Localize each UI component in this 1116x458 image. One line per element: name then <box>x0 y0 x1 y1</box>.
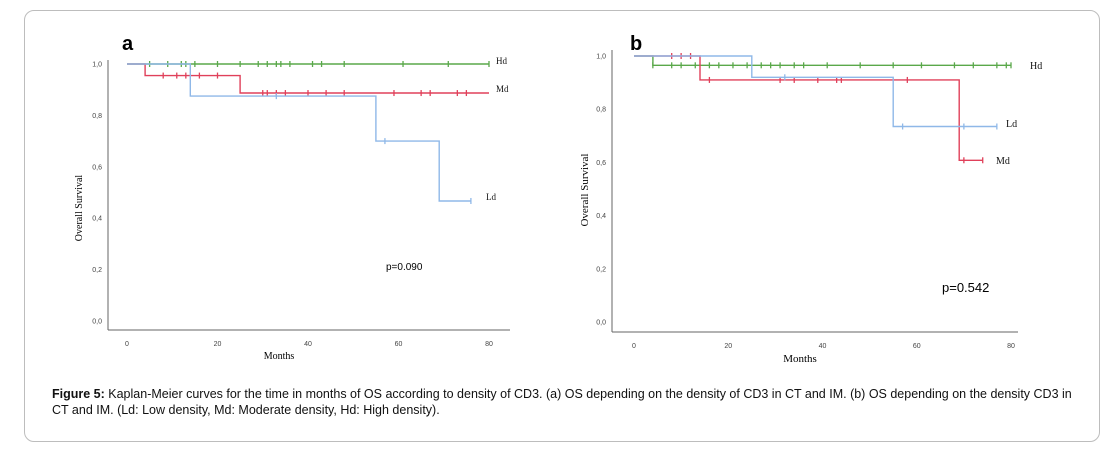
p-value-annotation: p=0.090 <box>386 262 423 273</box>
x-tick-label: 20 <box>214 341 222 348</box>
y-tick-label: 0,4 <box>596 213 606 220</box>
series-ld-label: Ld <box>486 192 496 202</box>
caption-label: Figure 5: <box>52 387 105 401</box>
y-axis-title: Overall Survival <box>74 175 85 242</box>
x-tick-label: 60 <box>395 341 403 348</box>
y-tick-label: 0,2 <box>596 266 606 273</box>
figure-caption: Figure 5: Kaplan-Meier curves for the ti… <box>52 386 1082 418</box>
x-tick-label: 40 <box>819 343 827 350</box>
y-axis-title: Overall Survival <box>579 153 591 226</box>
x-axis-title: Months <box>783 353 817 365</box>
panel-label: b <box>630 33 642 55</box>
series-md-label: Md <box>496 84 509 94</box>
y-tick-label: 1,0 <box>596 54 606 61</box>
y-tick-label: 0,4 <box>92 216 102 223</box>
chart-panel-b: b Overall Survival Months p=0.542 0,0 0,2… <box>579 33 1042 365</box>
panel-label: a <box>122 33 134 55</box>
x-tick-label: 80 <box>485 341 493 348</box>
y-tick-label: 0,2 <box>92 267 102 274</box>
series-md-line <box>127 63 489 94</box>
y-tick-label: 0,6 <box>596 160 606 167</box>
x-tick-label: 40 <box>304 341 312 348</box>
y-tick-label: 1,0 <box>92 62 102 69</box>
x-tick-label: 60 <box>913 343 921 350</box>
y-tick-label: 0,0 <box>92 319 102 326</box>
p-value-annotation: p=0.542 <box>942 280 989 295</box>
chart-panel-a: a Overall Survival Months p=0.090 0,0 0,2… <box>74 33 510 362</box>
series-md-line <box>634 55 983 162</box>
series-ld-line <box>634 55 997 128</box>
y-tick-label: 0,0 <box>596 320 606 327</box>
series-hd-label: Hd <box>1030 61 1042 72</box>
series-hd-label: Hd <box>496 56 507 66</box>
y-tick-label: 0,8 <box>92 113 102 120</box>
x-tick-label: 0 <box>632 343 636 350</box>
y-tick-label: 0,8 <box>596 107 606 114</box>
x-tick-label: 0 <box>125 341 129 348</box>
x-axis-title: Months <box>264 351 295 362</box>
series-ld-line <box>127 63 471 202</box>
x-tick-label: 80 <box>1007 343 1015 350</box>
caption-text: Kaplan-Meier curves for the time in mont… <box>52 387 1072 417</box>
y-tick-label: 0,6 <box>92 164 102 171</box>
series-ld-label: Ld <box>1006 119 1017 130</box>
figure-frame <box>24 10 1100 442</box>
series-md-label: Md <box>996 156 1010 167</box>
x-tick-label: 20 <box>724 343 732 350</box>
